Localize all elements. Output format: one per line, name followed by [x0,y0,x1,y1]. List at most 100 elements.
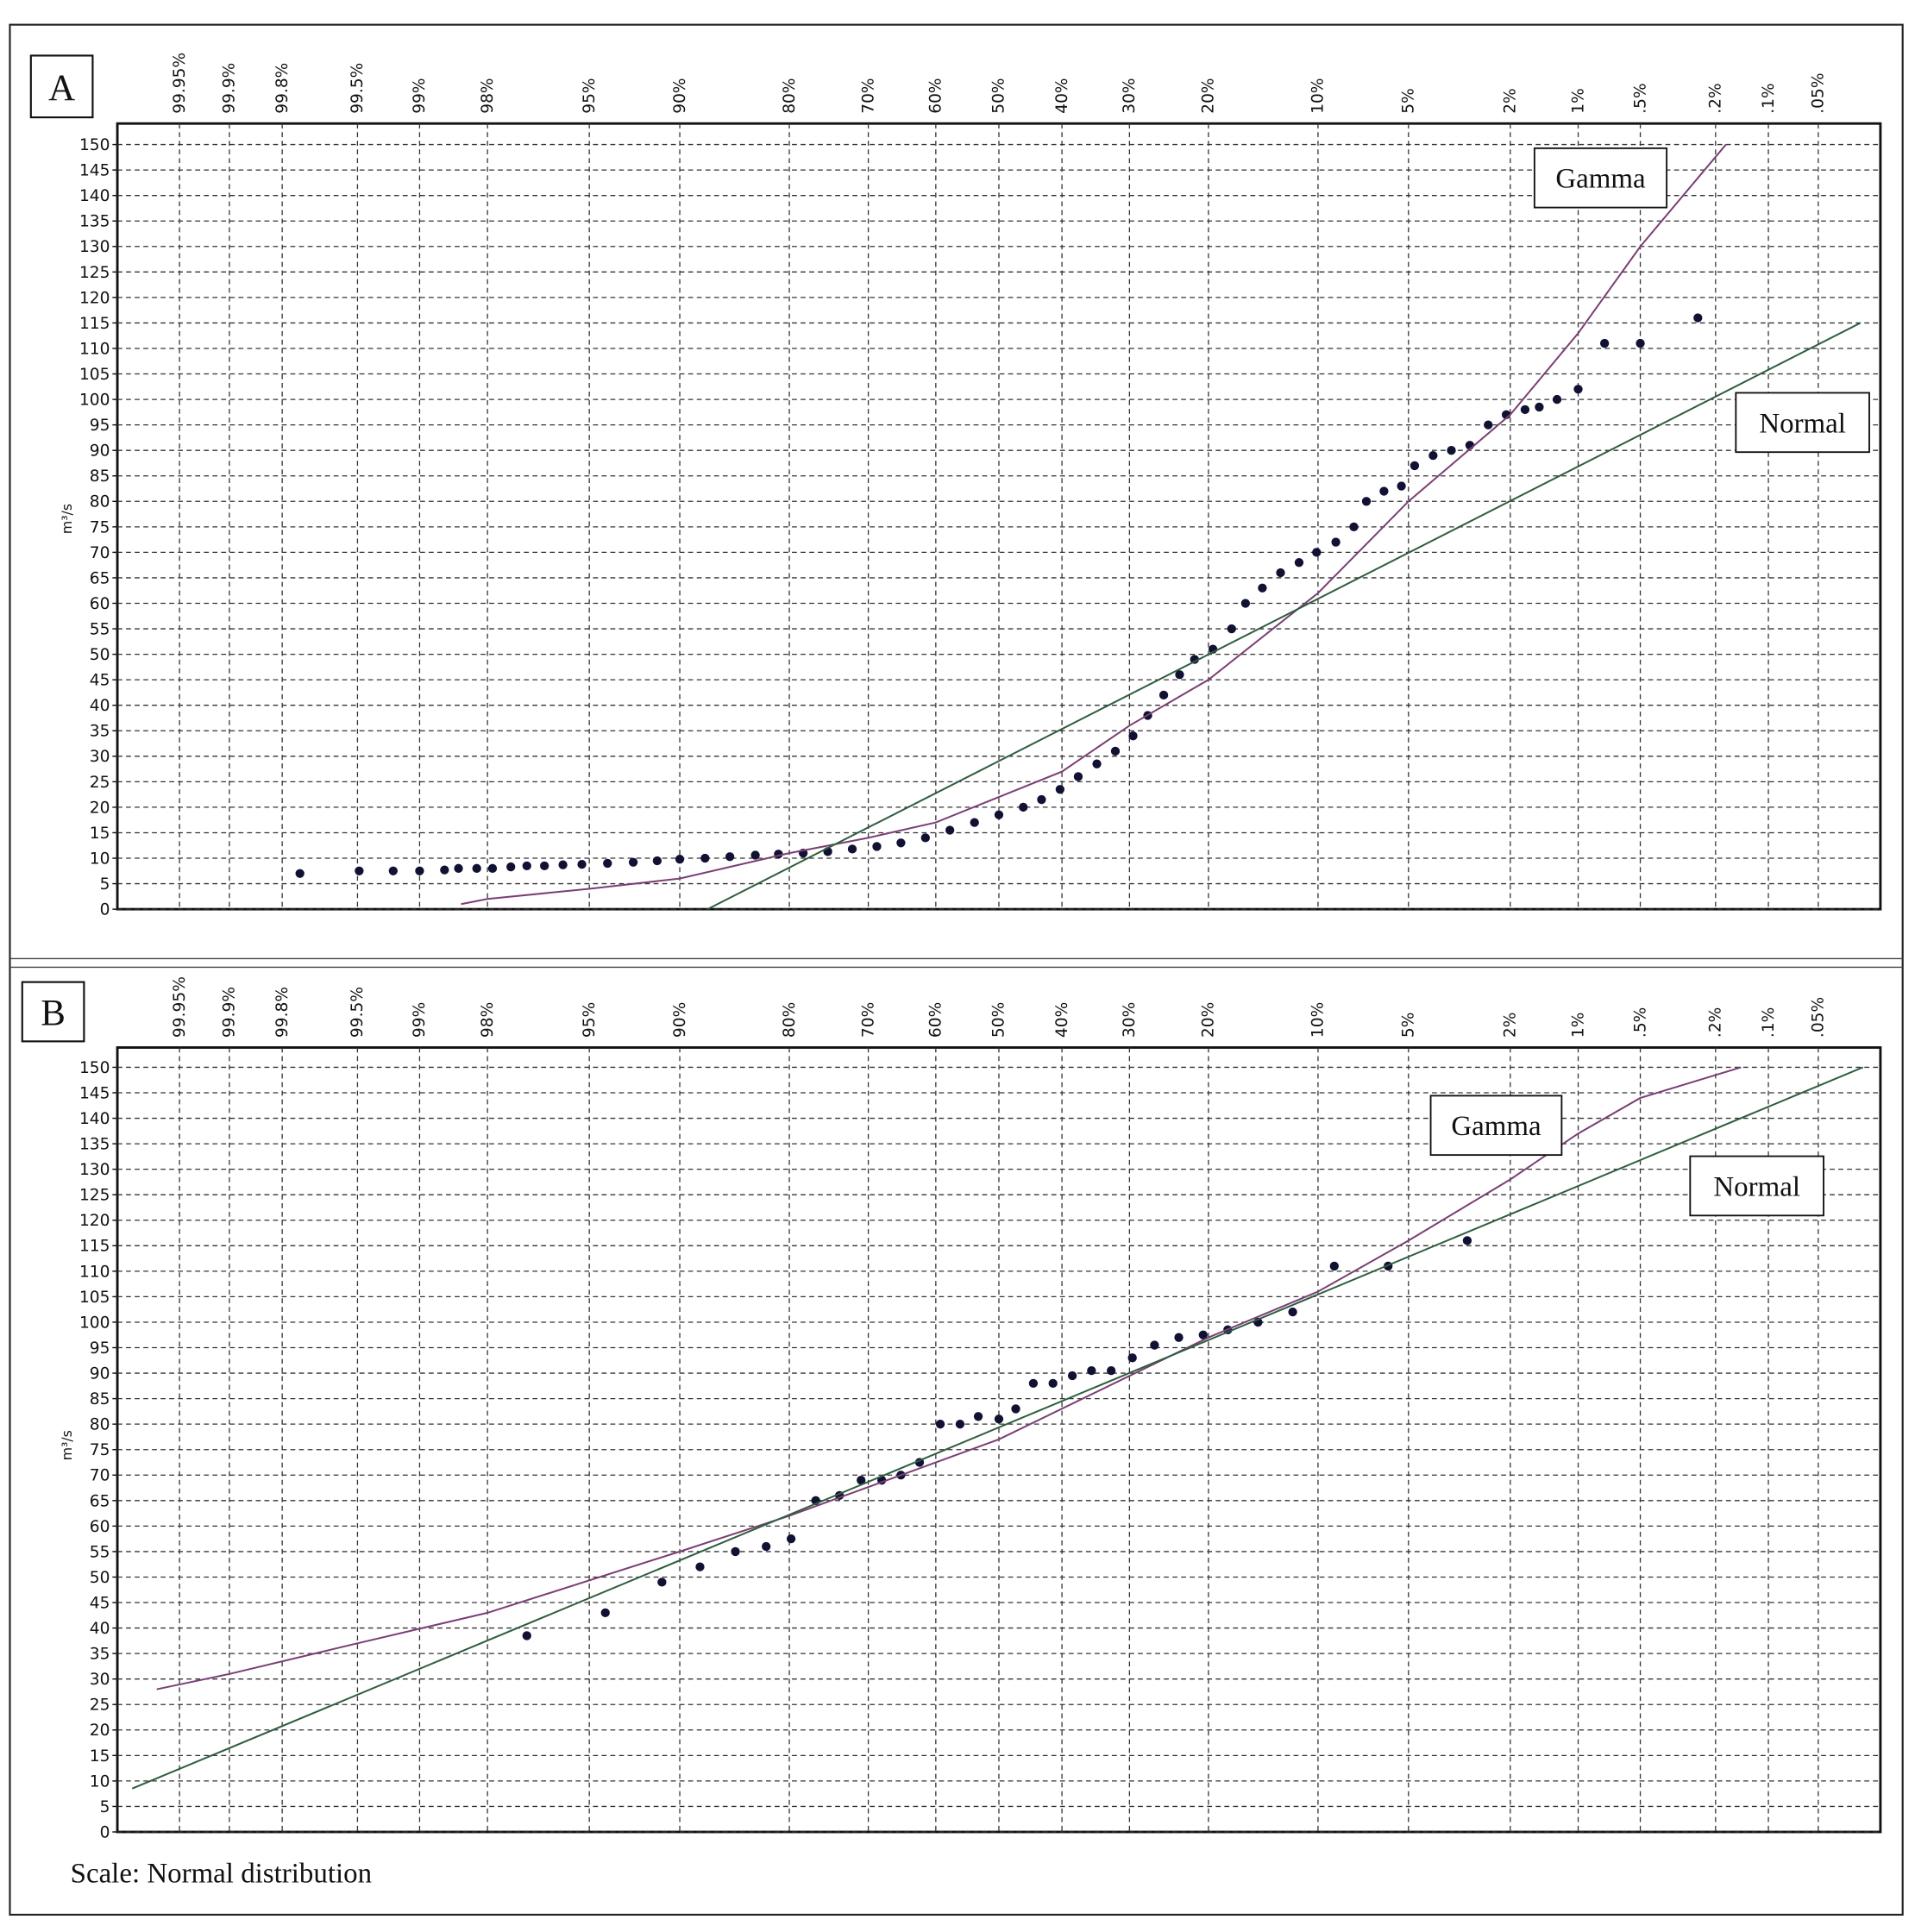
y-tick-label: 35 [90,723,110,741]
y-tick-label: 15 [90,1747,110,1766]
y-tick-label: 10 [90,1772,110,1791]
y-tick-label: 25 [90,774,110,792]
x-tick-label: 99.9% [221,63,239,114]
y-tick-label: 95 [90,417,110,435]
y-tick-label: 120 [79,289,110,307]
data-point [1379,486,1389,496]
data-point [1552,394,1562,405]
data-point [955,1420,965,1429]
x-tick-label: 50% [990,1002,1008,1038]
data-point [472,863,481,873]
data-point [1599,338,1610,348]
x-tick-label: 1% [1569,1013,1587,1038]
x-tick-label: 30% [1121,78,1139,113]
data-point [1227,624,1236,634]
x-tick-label: 99.95% [171,53,189,114]
data-point [920,833,930,843]
data-point [1048,1378,1058,1389]
data-point [1573,385,1583,394]
x-tick-label: 99.8% [273,987,292,1038]
y-tick-label: 30 [90,1671,110,1689]
x-tick-label: 30% [1121,1002,1139,1038]
data-point [1312,548,1322,557]
x-tick-label: 60% [927,1002,945,1038]
y-tick-label: 70 [90,544,110,562]
data-point [1258,583,1267,593]
y-tick-label: 30 [90,748,110,766]
panel-label: B [41,994,66,1034]
y-tick-label: 100 [79,392,110,410]
y-axis-label: m³/s [59,504,75,534]
y-tick-label: 115 [79,315,110,333]
data-point [1150,1340,1159,1350]
data-point [1447,446,1456,455]
y-tick-label: 0 [100,901,110,919]
y-tick-label: 90 [90,442,110,461]
data-point [1092,759,1102,768]
data-point [1158,690,1169,700]
data-point [994,1414,1004,1424]
data-point [415,866,424,875]
data-point [762,1541,771,1552]
panel-label-box [21,981,85,1043]
y-tick-label: 60 [90,1518,110,1536]
data-point [1331,537,1340,547]
data-point [657,1578,667,1587]
y-tick-label: 5 [100,875,110,894]
data-point [1174,1333,1184,1342]
y-tick-label: 10 [90,850,110,868]
data-point [1462,1236,1472,1245]
data-point [1127,1353,1137,1363]
y-tick-label: 135 [79,213,110,231]
y-tick-label: 45 [90,1594,110,1612]
fit-line [706,322,1862,910]
y-tick-label: 5 [100,1798,110,1816]
data-point [896,838,906,848]
data-point [652,856,662,866]
annotation-box [1689,1155,1824,1217]
data-point [1329,1261,1339,1271]
data-point [786,1534,796,1544]
data-point [539,861,549,871]
x-tick-label: 99.5% [348,987,367,1038]
data-point [628,857,638,867]
data-point [750,850,760,860]
x-tick-label: .5% [1631,1007,1649,1038]
y-tick-label: 115 [79,1238,110,1256]
data-point [1520,405,1530,415]
data-point [695,1562,705,1571]
data-point [1175,670,1184,680]
y-tick-label: 40 [90,697,110,715]
data-point [1288,1307,1297,1317]
data-point [731,1546,740,1557]
fit-line [461,143,1727,906]
x-tick-label: 70% [859,78,877,113]
data-point [295,869,305,878]
data-point [1428,450,1438,461]
y-tick-label: 150 [79,1059,110,1077]
y-axis-label: m³/s [59,1430,75,1460]
x-tick-label: 2% [1502,1013,1520,1038]
annotation: Gamma [1451,1111,1541,1142]
x-tick-label: 99.5% [348,63,367,114]
x-tick-label: 40% [1053,78,1071,113]
x-tick-label: 80% [781,1002,799,1038]
x-tick-label: 99% [411,1002,429,1038]
panel-label-box [29,54,94,119]
x-tick-label: 90% [671,78,689,113]
data-point [487,863,498,873]
data-point [1484,420,1493,430]
panel-label: A [48,68,75,109]
data-point [1028,1378,1039,1389]
y-tick-label: 0 [100,1823,110,1841]
y-tick-label: 40 [90,1620,110,1638]
x-tick-label: 99.95% [171,976,189,1038]
annotation: Normal [1713,1171,1800,1202]
data-point [872,842,882,851]
annotation-box [1533,147,1668,209]
data-point [603,858,612,869]
data-point [388,866,398,875]
x-tick-label: 95% [581,78,599,113]
x-tick-label: 98% [479,78,497,113]
